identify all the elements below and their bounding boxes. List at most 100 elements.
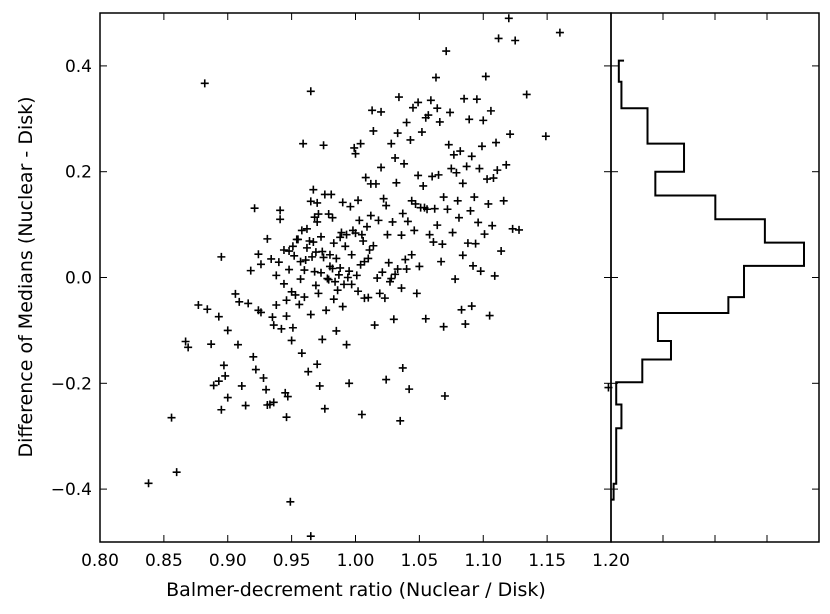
x-axis-label: Balmer-decrement ratio (Nuclear / Disk) <box>166 579 546 601</box>
scatter-plot-frame <box>99 12 612 543</box>
scatter-point <box>209 381 218 390</box>
scatter-point <box>345 379 354 388</box>
scatter-point <box>456 147 465 156</box>
scatter-point <box>341 242 350 251</box>
scatter-point <box>299 139 308 148</box>
scatter-point <box>297 226 306 235</box>
scatter-point <box>331 277 340 286</box>
y-tick-label: −0.2 <box>51 374 92 394</box>
scatter-point <box>181 337 190 346</box>
scatter-point <box>384 258 393 267</box>
scatter-point <box>400 159 409 168</box>
scatter-point <box>269 398 278 407</box>
scatter-point <box>472 95 481 104</box>
scatter-point <box>325 250 334 259</box>
scatter-point <box>486 106 495 115</box>
scatter-point <box>332 254 341 263</box>
scatter-point <box>172 468 181 477</box>
scatter-point <box>366 211 375 220</box>
scatter-point <box>144 479 153 488</box>
scatter-point <box>414 98 423 107</box>
scatter-point <box>373 274 382 283</box>
scatter-point <box>259 374 268 383</box>
scatter-point <box>333 286 342 295</box>
scatter-point <box>382 375 391 384</box>
scatter-point <box>458 251 467 260</box>
scatter-point <box>379 194 388 203</box>
scatter-point <box>241 401 250 410</box>
scatter-point <box>274 258 283 267</box>
scatter-point <box>485 311 494 320</box>
scatter-point <box>387 274 396 283</box>
scatter-point <box>423 205 432 214</box>
scatter-point <box>288 323 297 332</box>
scatter-point <box>393 129 402 138</box>
scatter-point <box>497 247 506 256</box>
scatter-point <box>306 197 315 206</box>
scatter-point <box>480 230 489 239</box>
scatter-point <box>285 247 294 256</box>
scatter-point <box>446 108 455 117</box>
scatter-point <box>268 313 277 322</box>
scatter-point <box>377 107 386 116</box>
scatter-point <box>323 274 332 283</box>
scatter-point <box>221 371 230 380</box>
scatter-point <box>302 243 311 252</box>
scatter-point <box>308 252 317 261</box>
scatter-point <box>471 239 480 248</box>
histogram-layer <box>611 59 805 501</box>
x-tick-label: 0.95 <box>273 551 311 571</box>
scatter-point <box>466 206 475 215</box>
axis-ticks-layer <box>99 13 819 542</box>
scatter-point <box>443 205 452 214</box>
scatter-point <box>515 225 524 234</box>
scatter-point <box>354 196 363 205</box>
scatter-point <box>454 213 463 222</box>
scatter-point <box>414 171 423 180</box>
scatter-point <box>313 217 322 226</box>
scatter-point <box>481 72 490 81</box>
scatter-point <box>421 314 430 323</box>
scatter-point <box>412 289 421 298</box>
scatter-point <box>364 254 373 263</box>
scatter-point <box>397 231 406 240</box>
scatter-point <box>461 320 470 329</box>
scatter-point <box>406 135 415 144</box>
scatter-point <box>337 228 346 237</box>
scatter-point <box>388 217 397 226</box>
scatter-point <box>474 218 483 227</box>
scatter-point <box>494 34 503 43</box>
scatter-point <box>282 312 291 321</box>
scatter-point <box>256 260 265 269</box>
scatter-point <box>393 265 402 274</box>
scatter-point <box>340 280 349 289</box>
scatter-point <box>451 275 460 284</box>
scatter-point <box>462 162 471 171</box>
scatter-point <box>434 170 443 179</box>
scatter-point <box>375 289 384 298</box>
scatter-point <box>502 160 511 169</box>
scatter-point <box>283 392 292 401</box>
scatter-point <box>417 128 426 137</box>
scatter-point <box>369 126 378 135</box>
scatter-point <box>430 204 439 213</box>
scatter-point <box>433 104 442 113</box>
scatter-point <box>504 14 513 23</box>
scatter-point <box>250 204 259 213</box>
scatter-point <box>286 497 295 506</box>
scatter-point <box>391 270 400 279</box>
scatter-point <box>371 179 380 188</box>
scatter-point <box>203 305 212 314</box>
scatter-point <box>254 250 263 259</box>
scatter-point <box>398 363 407 372</box>
scatter-point <box>368 106 377 115</box>
scatter-point <box>319 253 328 262</box>
scatter-point <box>263 234 272 243</box>
scatter-point <box>279 245 288 254</box>
scatter-point <box>217 252 226 261</box>
scatter-points-layer <box>144 14 613 541</box>
x-tick-label: 1.10 <box>464 551 502 571</box>
scatter-point <box>369 241 378 250</box>
scatter-point <box>327 190 336 199</box>
